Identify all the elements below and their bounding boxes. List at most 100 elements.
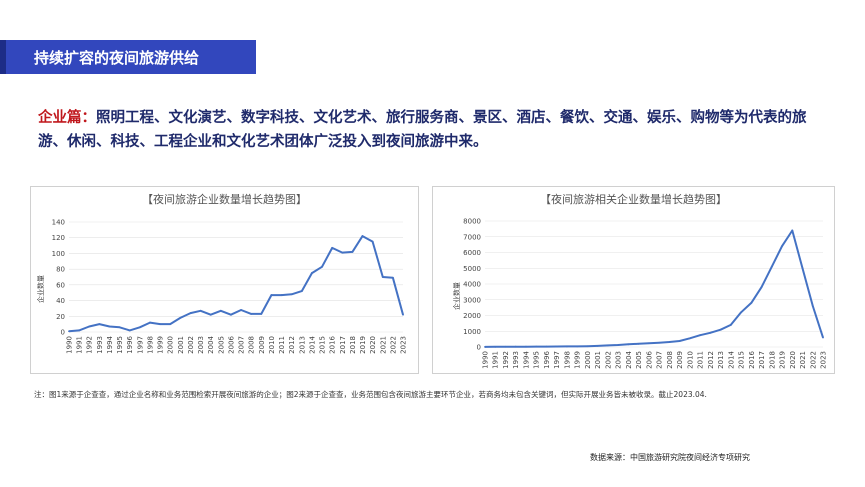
x-tick-label: 1998 xyxy=(563,351,571,369)
x-tick-label: 2021 xyxy=(799,351,807,369)
data-point xyxy=(149,321,151,324)
data-point xyxy=(545,345,548,348)
x-tick-label: 2007 xyxy=(656,351,664,369)
y-tick-label: 6000 xyxy=(463,249,481,257)
data-point xyxy=(740,311,742,314)
data-point xyxy=(169,323,172,326)
x-tick-label: 1999 xyxy=(574,351,582,369)
x-tick-label: 2006 xyxy=(227,335,235,353)
data-point xyxy=(311,272,313,274)
data-point xyxy=(300,290,303,293)
data-point xyxy=(88,325,91,328)
data-point xyxy=(617,344,620,346)
data-point xyxy=(729,324,732,326)
series-line xyxy=(484,229,824,348)
x-tick-label: 2007 xyxy=(238,336,246,354)
data-point xyxy=(118,326,121,329)
data-point xyxy=(341,251,344,254)
x-tick-label: 2001 xyxy=(594,351,602,369)
y-axis-label: 企业数量 xyxy=(36,275,45,303)
x-tick-label: 1994 xyxy=(522,350,530,368)
x-tick-label: 2002 xyxy=(604,351,612,369)
x-tick-label: 2023 xyxy=(820,351,828,369)
x-tick-label: 2000 xyxy=(584,351,592,369)
data-point xyxy=(209,313,212,316)
x-tick-label: 2010 xyxy=(268,336,276,354)
x-tick-label: 2014 xyxy=(308,335,316,353)
data-point xyxy=(822,336,824,339)
y-tick-label: 2000 xyxy=(463,312,481,320)
x-tick-label: 1995 xyxy=(116,336,124,354)
x-tick-label: 1994 xyxy=(106,335,114,353)
x-tick-label: 1999 xyxy=(157,336,165,354)
section-title-bar: 持续扩容的夜间旅游供给 xyxy=(0,40,256,74)
data-point xyxy=(699,334,701,337)
data-point xyxy=(688,337,691,340)
x-tick-label: 2022 xyxy=(809,351,817,369)
x-tick-label: 2012 xyxy=(288,336,296,354)
x-tick-label: 1996 xyxy=(126,335,134,353)
data-point xyxy=(494,345,497,348)
intro-lead: 企业篇： xyxy=(38,110,96,126)
data-point xyxy=(535,345,538,348)
x-tick-label: 2002 xyxy=(187,336,195,354)
chart-title: 【夜间旅游相关企业数量增长趋势图】 xyxy=(540,192,727,206)
x-tick-label: 1992 xyxy=(86,336,94,354)
intro-text: 照明工程、文化演艺、数字科技、文化艺术、旅行服务商、景区、酒店、餐饮、交通、娱乐… xyxy=(38,110,807,150)
data-source: 数据来源：中国旅游研究院夜间经济专项研究 xyxy=(590,453,750,462)
data-point xyxy=(555,345,558,348)
data-point xyxy=(128,329,131,332)
x-tick-label: 1997 xyxy=(136,336,144,354)
data-point xyxy=(566,345,568,348)
data-point xyxy=(627,343,630,346)
x-tick-label: 2009 xyxy=(258,336,266,354)
x-tick-label: 1998 xyxy=(146,336,154,354)
data-point xyxy=(791,229,794,232)
section-title: 持续扩容的夜间旅游供给 xyxy=(34,49,200,67)
x-tick-label: 2018 xyxy=(349,336,357,354)
x-tick-label: 2018 xyxy=(768,351,776,369)
y-tick-label: 8000 xyxy=(463,218,481,226)
x-tick-label: 2005 xyxy=(217,336,225,354)
data-point xyxy=(770,265,773,268)
data-point xyxy=(371,240,374,243)
data-point xyxy=(668,341,671,343)
data-point xyxy=(709,331,712,334)
data-point xyxy=(290,293,293,296)
x-tick-label: 2019 xyxy=(779,351,787,369)
y-tick-label: 100 xyxy=(52,250,65,258)
data-point xyxy=(586,345,589,348)
data-point xyxy=(678,340,681,342)
y-tick-label: 3000 xyxy=(463,296,481,304)
data-point xyxy=(179,316,182,319)
x-tick-label: 2012 xyxy=(707,351,715,369)
data-point xyxy=(658,341,661,344)
x-tick-label: 2023 xyxy=(400,336,408,354)
data-point xyxy=(781,245,783,248)
y-tick-label: 4000 xyxy=(463,281,481,289)
x-tick-label: 2004 xyxy=(207,335,215,353)
x-tick-label: 2010 xyxy=(686,351,694,369)
x-tick-label: 2004 xyxy=(625,350,633,368)
data-point xyxy=(68,330,70,333)
x-tick-label: 2021 xyxy=(379,336,387,354)
x-tick-label: 1991 xyxy=(492,351,500,369)
y-tick-label: 5000 xyxy=(463,265,481,273)
data-point xyxy=(514,345,517,348)
data-point xyxy=(596,344,599,347)
y-tick-label: 80 xyxy=(56,266,65,274)
data-point xyxy=(199,309,202,312)
data-point xyxy=(189,312,192,315)
data-point xyxy=(240,309,242,311)
x-tick-label: 2013 xyxy=(717,351,725,369)
data-point xyxy=(811,305,814,307)
data-point xyxy=(260,313,263,315)
x-tick-label: 1996 xyxy=(543,350,551,368)
data-point xyxy=(98,323,101,326)
data-point xyxy=(750,302,753,304)
data-point xyxy=(525,345,527,348)
x-tick-label: 2000 xyxy=(167,336,175,354)
y-tick-label: 140 xyxy=(52,219,65,227)
data-point xyxy=(637,342,640,345)
x-tick-label: 2017 xyxy=(758,351,766,369)
